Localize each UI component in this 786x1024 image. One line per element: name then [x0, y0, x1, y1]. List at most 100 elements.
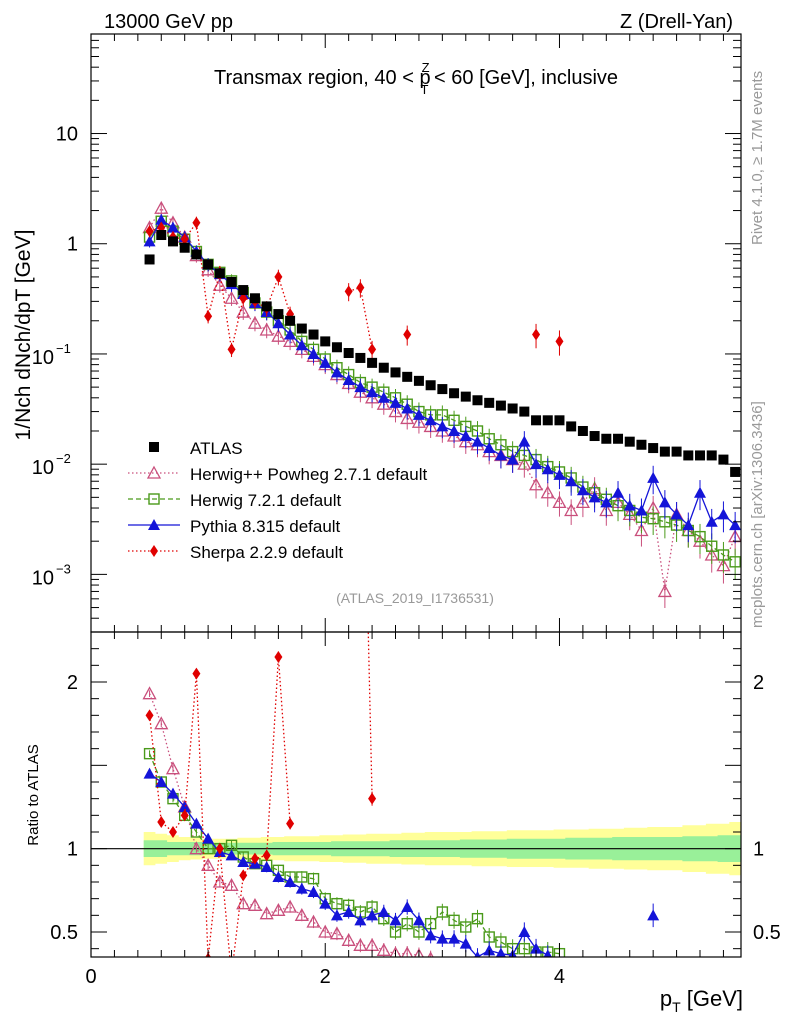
legend-item-herwig-powheg-2-7-1-default: Herwig++ Powheg 2.7.1 default [128, 465, 427, 484]
data-point [224, 877, 239, 891]
data-point [566, 421, 577, 432]
data-point [259, 322, 274, 336]
data-point [226, 276, 237, 287]
data-point [729, 556, 741, 568]
y-tick-label-exponent: −3 [56, 561, 71, 576]
data-point [706, 450, 717, 461]
data-point [518, 942, 531, 955]
data-point [588, 491, 601, 503]
x-axis-label: pT [GeV] [660, 986, 743, 1015]
legend-marker [150, 545, 158, 557]
data-point [388, 404, 403, 418]
data-point [378, 362, 389, 373]
data-point [401, 946, 414, 957]
data-point [296, 323, 307, 334]
data-point [165, 761, 181, 775]
data-point [507, 403, 518, 414]
data-point [203, 259, 214, 270]
data-point [448, 914, 460, 927]
data-point [274, 651, 283, 663]
ratio-panel-frame [90, 631, 742, 958]
data-point [448, 932, 461, 944]
data-point [436, 420, 449, 432]
data-point [412, 408, 425, 420]
data-point [695, 450, 706, 461]
data-point [154, 716, 169, 730]
data-point [178, 801, 191, 812]
data-point [250, 852, 259, 865]
ratio-tick-label: 1 [67, 839, 78, 861]
data-point [530, 942, 543, 954]
data-point [271, 902, 286, 916]
data-point [449, 388, 460, 399]
data-point [295, 882, 308, 894]
data-point [145, 709, 154, 722]
data-point [647, 513, 659, 525]
data-point [143, 747, 156, 760]
data-point [555, 335, 564, 348]
data-point [576, 484, 589, 496]
data-point [342, 374, 355, 386]
data-point [553, 468, 566, 480]
data-point [331, 897, 343, 910]
y-tick-label: 10 [56, 124, 78, 146]
data-point [192, 216, 201, 229]
legend-marker [148, 493, 160, 505]
y-tick-label-exponent: −1 [56, 341, 71, 356]
data-point [613, 433, 624, 444]
data-point [271, 328, 286, 342]
data-point [330, 909, 343, 921]
data-point [296, 871, 308, 883]
data-point [657, 584, 672, 598]
data-point [168, 826, 177, 838]
data-point [624, 436, 635, 447]
data-point [484, 397, 495, 408]
data-point [401, 917, 413, 930]
y-tick-label: 1 [67, 234, 78, 256]
data-point [705, 515, 718, 527]
x-tick-label: 0 [85, 966, 96, 988]
data-point [191, 249, 202, 260]
data-point [215, 842, 224, 855]
data-point [225, 849, 238, 861]
data-point [204, 310, 213, 323]
data-point [717, 508, 730, 520]
data-point [236, 304, 251, 318]
data-point [471, 912, 484, 925]
data-point [659, 446, 670, 457]
data-point [189, 841, 204, 855]
data-point [272, 317, 285, 329]
legend-marker [146, 465, 162, 479]
data-point [483, 944, 496, 956]
legend-label: Sherpa 2.2.9 default [190, 543, 343, 562]
data-point [142, 686, 157, 700]
data-point [249, 293, 260, 304]
data-point [285, 315, 296, 326]
data-point [424, 929, 437, 941]
data-point [156, 230, 167, 241]
chart-title-pre: Transmax region, 40 < p [214, 67, 431, 89]
data-point [389, 914, 402, 926]
y-tick-label: 10 [32, 567, 54, 589]
data-point [214, 268, 225, 279]
data-point [283, 334, 298, 348]
data-point [343, 348, 354, 359]
series-sherpa-2-2-9-default [145, 216, 564, 360]
data-point [670, 508, 683, 520]
data-point [143, 767, 156, 779]
data-point [671, 446, 682, 457]
data-point [320, 336, 331, 347]
legend-label: Herwig 7.2.1 default [190, 491, 341, 510]
analysis-watermark: (ATLAS_2019_I1736531) [336, 590, 494, 606]
data-point [342, 906, 355, 917]
data-point [589, 431, 600, 442]
data-point [283, 899, 298, 913]
data-point [354, 381, 367, 393]
data-point [389, 946, 402, 957]
rivet-version-label: Rivet 4.1.0, ≥ 1.7M events [749, 71, 766, 245]
data-point [494, 449, 507, 461]
data-point [647, 909, 660, 921]
data-point [286, 817, 295, 830]
data-point [401, 901, 414, 912]
